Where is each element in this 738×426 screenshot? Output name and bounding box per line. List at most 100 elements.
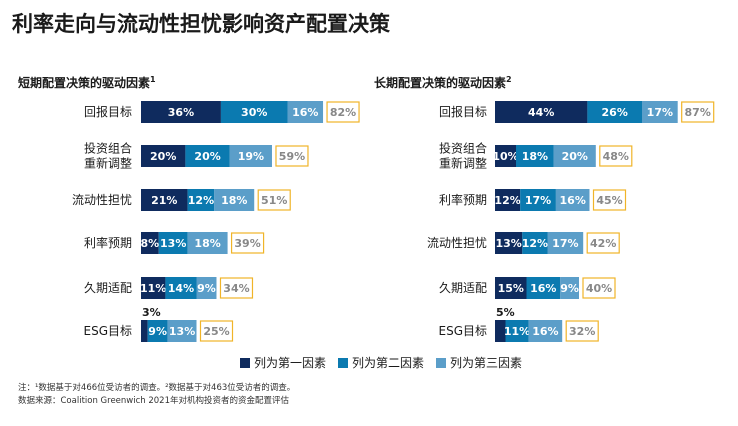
chart-title-1: 长期配置决策的驱动因素2 bbox=[374, 75, 512, 90]
bar-segment bbox=[495, 320, 506, 342]
footnotes: 注：¹数据基于对466位受访者的调查。²数据基于对463位受访者的调查。 数据来… bbox=[18, 382, 295, 408]
legend-item-second: 列为第二因素 bbox=[338, 354, 424, 371]
bar-segment bbox=[141, 320, 148, 342]
category-label: 利率预期 bbox=[439, 192, 487, 207]
bar-segment bbox=[147, 320, 168, 342]
total-label: 45% bbox=[596, 194, 622, 207]
category-label: 投资组合重新调整 bbox=[439, 141, 487, 171]
bar-segment bbox=[141, 189, 188, 211]
category-label: 回报目标 bbox=[84, 104, 132, 119]
bar-value-label: 26% bbox=[602, 106, 628, 119]
total-box bbox=[586, 232, 620, 254]
bar-value-label: 13% bbox=[160, 237, 186, 250]
total-box bbox=[582, 277, 616, 299]
bar-segment bbox=[505, 320, 529, 342]
category-label: ESG目标 bbox=[84, 324, 133, 338]
bar-value-label: 11% bbox=[140, 282, 166, 295]
bar-value-label: 13% bbox=[495, 237, 521, 250]
bar-value-label: 12% bbox=[188, 194, 214, 207]
legend-label-first: 列为第一因素 bbox=[254, 356, 327, 370]
bar-value-label: 9% bbox=[197, 282, 216, 295]
bar-segment bbox=[516, 145, 554, 167]
bar-segment bbox=[495, 189, 521, 211]
bar-value-label: 5% bbox=[496, 306, 515, 319]
bar-value-label: 9% bbox=[560, 282, 579, 295]
total-box bbox=[230, 232, 265, 254]
bar-segment bbox=[495, 101, 588, 123]
bar-value-label: 16% bbox=[292, 106, 318, 119]
bar-value-label: 3% bbox=[142, 306, 161, 319]
bar-value-label: 18% bbox=[221, 194, 247, 207]
total-label: 39% bbox=[234, 237, 260, 250]
bar-value-label: 13% bbox=[169, 325, 195, 338]
bar-value-label: 11% bbox=[504, 325, 530, 338]
bar-value-label: 17% bbox=[552, 237, 578, 250]
bar-segment bbox=[642, 101, 678, 123]
bar-value-label: 30% bbox=[241, 106, 267, 119]
bar-value-label: 8% bbox=[141, 237, 160, 250]
bar-segment bbox=[560, 277, 579, 299]
legend-swatch-third bbox=[436, 357, 447, 368]
bar-segment bbox=[495, 277, 527, 299]
bar-value-label: 16% bbox=[530, 282, 556, 295]
bar-value-label: 9% bbox=[148, 325, 167, 338]
legend-swatch-first bbox=[240, 357, 250, 368]
bar-segment bbox=[196, 277, 217, 299]
category-label: 回报目标 bbox=[439, 104, 487, 119]
total-label: 34% bbox=[223, 282, 249, 295]
legend-swatch-second bbox=[338, 357, 349, 368]
bar-segment bbox=[220, 101, 288, 123]
total-label: 59% bbox=[279, 150, 305, 163]
category-label: 流动性担忧 bbox=[72, 193, 132, 207]
bar-value-label: 20% bbox=[562, 150, 588, 163]
bar-value-label: 17% bbox=[647, 106, 673, 119]
bar-value-label: 44% bbox=[528, 106, 554, 119]
bar-segment bbox=[185, 145, 230, 167]
bar-segment bbox=[555, 189, 590, 211]
bar-value-label: 18% bbox=[522, 150, 548, 163]
bar-segment bbox=[495, 232, 523, 254]
bar-segment bbox=[287, 101, 324, 123]
chart-title-0: 短期配置决策的驱动因素1 bbox=[18, 75, 156, 90]
total-box bbox=[199, 320, 234, 342]
footnote-line-2: 数据来源：Coalition Greenwich 2021年对机构投资者的资金配… bbox=[18, 396, 290, 406]
bar-value-label: 20% bbox=[150, 150, 176, 163]
total-label: 42% bbox=[590, 237, 616, 250]
bar-segment bbox=[167, 320, 197, 342]
bar-segment bbox=[553, 145, 596, 167]
bar-segment bbox=[165, 277, 197, 299]
bar-segment bbox=[520, 189, 556, 211]
legend-label-second: 列为第二因素 bbox=[352, 356, 425, 370]
legend-item-third: 列为第三因素 bbox=[436, 354, 522, 371]
category-label: ESG目标 bbox=[439, 324, 488, 338]
total-label: 51% bbox=[261, 194, 287, 207]
bar-segment bbox=[214, 189, 255, 211]
legend-label-third: 列为第三因素 bbox=[450, 356, 523, 370]
bar-segment bbox=[141, 277, 166, 299]
bar-value-label: 16% bbox=[532, 325, 558, 338]
bar-value-label: 18% bbox=[194, 237, 220, 250]
bar-value-label: 36% bbox=[168, 106, 194, 119]
total-box bbox=[565, 320, 599, 342]
bar-value-label: 15% bbox=[498, 282, 524, 295]
category-label: 流动性担忧 bbox=[427, 236, 487, 250]
total-label: 82% bbox=[330, 106, 356, 119]
bar-value-label: 17% bbox=[525, 194, 551, 207]
total-box bbox=[275, 145, 309, 167]
bar-segment bbox=[187, 232, 228, 254]
bar-value-label: 20% bbox=[194, 150, 220, 163]
bar-value-label: 21% bbox=[151, 194, 177, 207]
category-label: 久期适配 bbox=[84, 281, 132, 295]
total-label: 25% bbox=[203, 325, 229, 338]
total-label: 48% bbox=[603, 150, 629, 163]
bar-segment bbox=[547, 232, 584, 254]
bar-segment bbox=[158, 232, 188, 254]
bar-value-label: 10% bbox=[492, 150, 518, 163]
category-label: 久期适配 bbox=[439, 281, 487, 295]
bar-segment bbox=[141, 232, 159, 254]
total-label: 40% bbox=[586, 282, 612, 295]
bar-segment bbox=[229, 145, 272, 167]
total-label: 32% bbox=[569, 325, 595, 338]
bar-segment bbox=[495, 145, 516, 167]
